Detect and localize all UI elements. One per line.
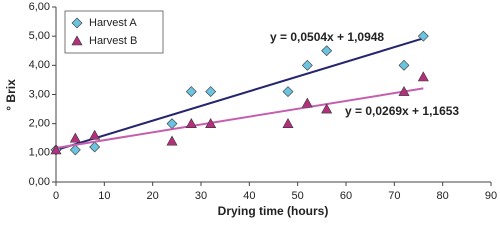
point (321, 45, 333, 57)
x-tick-label: 80 (437, 190, 449, 202)
legend-marker (71, 35, 83, 46)
trendline (55, 87, 424, 149)
trendline-equation: y = 0,0504x + 1,0948 (270, 30, 384, 44)
trendline-equation: y = 0,0269x + 1,1653 (345, 104, 459, 118)
point (166, 118, 178, 130)
point (89, 129, 101, 140)
y-tick-label: 0,00 (29, 176, 50, 188)
y-tick-label: 1,00 (29, 147, 50, 159)
legend-label: Harvest B (89, 35, 137, 47)
y-tick-label: 4,00 (29, 59, 50, 71)
x-tick-label: 50 (292, 190, 304, 202)
y-axis-title: ° Brix (4, 79, 18, 111)
trendline (55, 37, 424, 152)
point (185, 118, 197, 128)
point (301, 97, 313, 108)
point (282, 86, 294, 98)
point (166, 135, 178, 146)
x-tick-label: 20 (147, 190, 159, 202)
x-tick-label: 90 (485, 190, 497, 202)
point (417, 30, 429, 42)
point (398, 59, 410, 71)
legend-marker (71, 17, 83, 29)
y-tick-label: 3,00 (29, 88, 50, 100)
x-tick-label: 40 (243, 190, 255, 202)
point (89, 141, 101, 153)
x-tick-label: 0 (53, 190, 59, 202)
y-tick-label: 2,00 (29, 118, 50, 130)
point (301, 59, 313, 71)
point (321, 103, 333, 114)
point (185, 86, 197, 98)
x-tick-label: 10 (98, 190, 110, 202)
x-tick-label: 60 (340, 190, 352, 202)
x-tick-label: 30 (195, 190, 207, 202)
y-tick-label: 6,00 (29, 1, 50, 13)
chart: ° Brix Drying time (hours) 0,00 1,00 2,00 3… (4, 1, 497, 218)
legend-box (64, 10, 164, 54)
x-tick-label: 70 (388, 190, 400, 202)
point (205, 118, 217, 128)
point (282, 118, 294, 128)
point (50, 144, 62, 155)
x-axis-title: Drying time (hours) (218, 204, 329, 218)
point (398, 85, 410, 96)
point (69, 144, 81, 156)
legend-label: Harvest A (89, 17, 137, 29)
point (205, 86, 217, 98)
y-tick-label: 5,00 (29, 30, 50, 42)
point (417, 71, 429, 82)
point (69, 132, 81, 143)
